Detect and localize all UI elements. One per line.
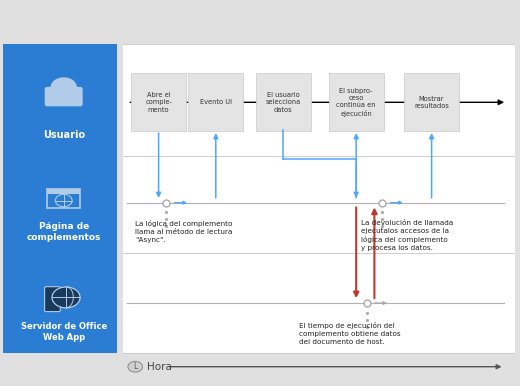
FancyBboxPatch shape [404, 73, 459, 131]
FancyBboxPatch shape [131, 73, 186, 131]
FancyBboxPatch shape [188, 73, 243, 131]
Bar [47, 189, 80, 208]
FancyBboxPatch shape [329, 73, 384, 131]
Text: Hora: Hora [147, 362, 172, 372]
Circle shape [52, 287, 80, 308]
Text: La devolución de llamada
ejecutalos accesos de la
lógica del complemento
y proce: La devolución de llamada ejecutalos acce… [361, 220, 453, 251]
FancyBboxPatch shape [45, 287, 60, 312]
Text: Evento UI: Evento UI [200, 99, 232, 105]
Text: Página de
complementos: Página de complementos [27, 222, 101, 242]
Text: El tiempo de ejecución del
complemento obtiene datos
del documento de host.: El tiempo de ejecución del complemento o… [299, 322, 400, 345]
Text: El subpro-
ceso
continúa en
ejecución: El subpro- ceso continúa en ejecución [336, 88, 376, 117]
Text: Usuario: Usuario [43, 130, 85, 140]
Bar [123, 152, 515, 253]
Bar [47, 189, 80, 195]
FancyBboxPatch shape [45, 87, 83, 106]
Bar [3, 44, 117, 160]
Text: L: L [133, 362, 137, 371]
Text: Mostrar
resultados: Mostrar resultados [414, 96, 449, 109]
Circle shape [50, 77, 77, 97]
FancyBboxPatch shape [256, 73, 311, 131]
Bar [123, 253, 515, 353]
Text: El usuario
selecciona
datos: El usuario selecciona datos [266, 92, 301, 113]
Text: La lógica del complemento
llama al método de lectura
"Async".: La lógica del complemento llama al métod… [135, 220, 232, 243]
Text: Servidor de Office
Web App: Servidor de Office Web App [21, 322, 107, 342]
Text: Abre el
comple-
mento: Abre el comple- mento [145, 92, 172, 113]
Bar [3, 253, 117, 353]
Bar [3, 152, 117, 253]
Circle shape [128, 361, 142, 372]
Bar [123, 44, 515, 160]
